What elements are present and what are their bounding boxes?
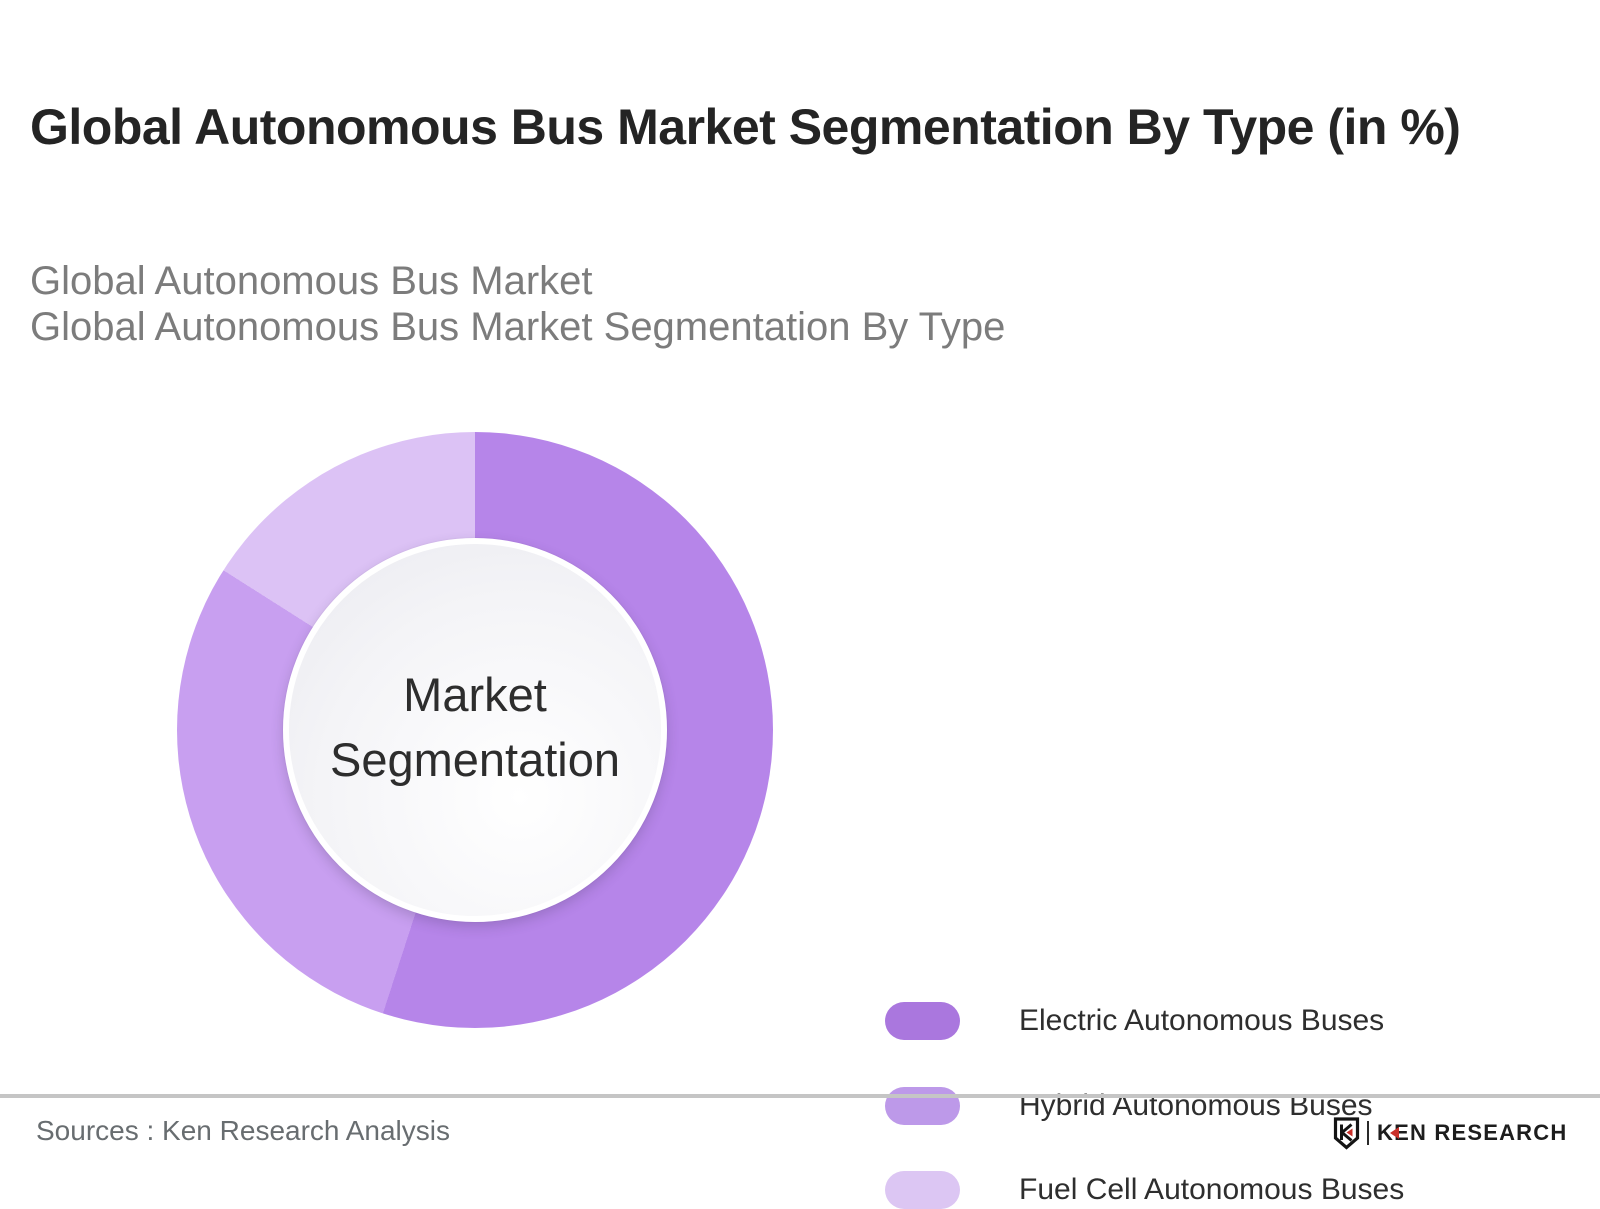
legend-swatch-hybrid [885, 1087, 960, 1125]
legend-label-hybrid: Hybrid Autonomous Buses [1019, 1089, 1373, 1122]
logo-divider-bar [1367, 1121, 1369, 1145]
donut-center-label: Market Segmentation [330, 662, 620, 792]
chart-subtitle: Global Autonomous Bus Market Global Auto… [30, 258, 1005, 350]
chart-area: Market Segmentation Electric Autonomous … [0, 380, 1600, 1209]
legend-item-hybrid: Hybrid Autonomous Buses [885, 1087, 1373, 1125]
subtitle-line-1: Global Autonomous Bus Market [30, 259, 593, 303]
legend-item-fuel-cell: Fuel Cell Autonomous Buses [885, 1171, 1404, 1209]
center-label-line-1: Market [403, 668, 547, 721]
logo-wordmark: KEN RESEARCH [1377, 1120, 1568, 1145]
shield-k-icon [1333, 1116, 1360, 1150]
donut-center-circle: Market Segmentation [283, 538, 667, 922]
legend-label-fuel-cell: Fuel Cell Autonomous Buses [1019, 1173, 1405, 1206]
subtitle-line-2: Global Autonomous Bus Market Segmentatio… [30, 305, 1006, 349]
legend-swatch-fuel-cell [885, 1171, 960, 1209]
legend-swatch-electric [885, 1002, 960, 1040]
donut-ring: Market Segmentation [177, 432, 773, 1028]
logo-wordmark-wrap: KEN RESEARCH [1377, 1120, 1567, 1146]
page-title: Global Autonomous Bus Market Segmentatio… [30, 98, 1461, 155]
sources-text: Sources : Ken Research Analysis [36, 1115, 450, 1146]
footer-divider [0, 1094, 1600, 1098]
logo-red-accent-icon [1390, 1127, 1399, 1139]
ken-research-logo: KEN RESEARCH [1333, 1116, 1567, 1150]
legend-item-electric: Electric Autonomous Buses [885, 1002, 1384, 1040]
center-label-line-2: Segmentation [329, 733, 621, 786]
legend-label-electric: Electric Autonomous Buses [1019, 1004, 1385, 1037]
